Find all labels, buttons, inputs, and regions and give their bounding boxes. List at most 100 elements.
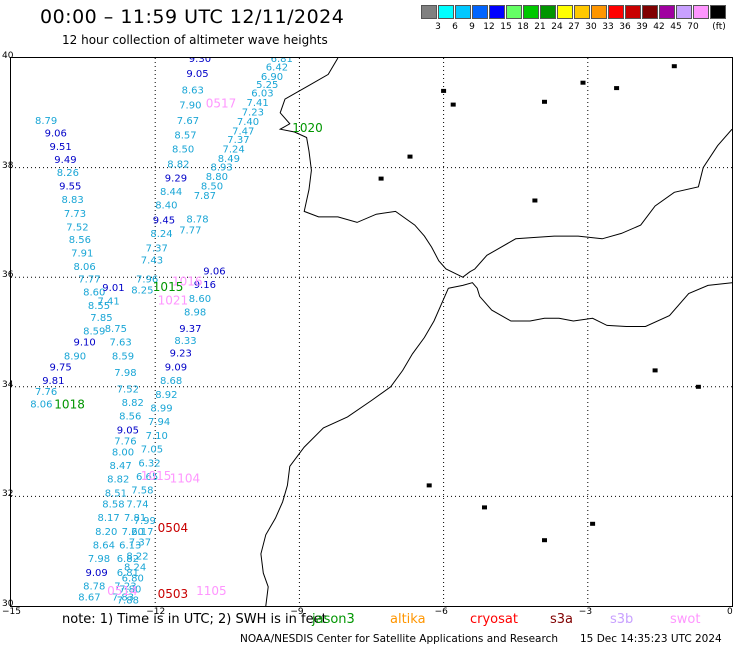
wave-height-reading: 7.67 — [177, 116, 199, 127]
wave-height-reading: 7.88 — [117, 595, 139, 606]
latitude-tick-label: 36 — [2, 270, 14, 281]
graticule — [11, 58, 732, 606]
wave-height-reading: 7.73 — [64, 209, 86, 220]
colorbar-cell — [540, 5, 556, 19]
colorbar-cell — [693, 5, 709, 19]
inland-water-feature — [407, 154, 413, 159]
pass-time-label: 0517 — [206, 96, 237, 110]
inland-water-feature — [542, 99, 547, 104]
wave-height-reading: 6.17 — [131, 527, 153, 538]
pass-time-label: 1104 — [170, 472, 201, 486]
longitude-tick-label: −15 — [2, 607, 21, 617]
colorbar-cell — [574, 5, 590, 19]
wave-height-reading: 7.83 — [112, 593, 134, 604]
wave-height-reading: 9.75 — [50, 362, 72, 373]
wave-height-reading: 8.22 — [126, 551, 148, 562]
generation-timestamp: 15 Dec 14:35:23 UTC 2024 — [580, 633, 722, 645]
wave-height-reading: 8.47 — [110, 461, 132, 472]
colorbar-cell — [523, 5, 539, 19]
wave-height-reading: 7.80 — [119, 584, 141, 595]
wave-height-reading: 8.06 — [74, 262, 96, 273]
wave-height-reading: 7.74 — [126, 499, 148, 510]
wave-height-reading: 9.10 — [74, 338, 96, 349]
map-frame: 6.81 6.42 6.90 5.25 6.03 7.41 7.23 7.40 7.47 7.37… — [10, 57, 733, 607]
map-canvas: 6.816.426.905.256.037.417.237.407.477.37… — [11, 58, 732, 606]
wave-height-reading: 8.51 — [105, 488, 127, 499]
colorbar-tick-label: 30 — [585, 22, 597, 32]
wave-height-reading: 8.44 — [160, 187, 182, 198]
wave-height-reading: 8.26 — [57, 168, 79, 179]
wave-height-reading: 9.16 — [194, 280, 216, 291]
wave-height-reading: 6.32 — [138, 458, 160, 469]
wave-height-reading: 8.80 — [206, 172, 228, 183]
wave-height-reading: 7.52 — [66, 223, 88, 234]
latitude-tick-label: 30 — [2, 599, 14, 609]
wave-height-reading: 7.43 — [141, 256, 163, 267]
coast-segment — [448, 282, 732, 327]
wave-height-reading: 9.06 — [203, 267, 225, 278]
wave-height-reading: 7.77 — [78, 275, 100, 286]
wave-height-reading: 5.25 — [256, 80, 278, 91]
wave-height-reading: 9.05 — [186, 69, 208, 80]
wave-height-reading: 8.49 — [218, 154, 240, 165]
inland-water-feature — [695, 384, 701, 389]
wave-height-reading: 6.80 — [122, 573, 144, 584]
wave-height-reading: 7.52 — [117, 384, 139, 395]
wave-height-reading: 8.33 — [174, 336, 196, 347]
colorbar-cell — [489, 5, 505, 19]
wave-height-reading: 8.50 — [172, 144, 194, 155]
wave-height-reading: 8.82 — [167, 160, 189, 171]
wave-height-reading: 6.81 — [117, 568, 139, 579]
wave-height-reading: 7.20 — [122, 527, 144, 538]
wave-height-reading: 8.56 — [69, 235, 91, 246]
colorbar-unit: (ft) — [712, 22, 726, 32]
inland-water-feature — [590, 521, 596, 526]
inland-water-feature — [450, 102, 456, 107]
map-title: 00:00 – 11:59 UTC 12/11/2024 — [40, 6, 345, 28]
colorbar-tick-label: 45 — [670, 22, 682, 32]
inland-water-feature — [580, 80, 586, 85]
colorbar-cell — [472, 5, 488, 19]
wave-height-reading: 8.24 — [124, 562, 146, 573]
wave-height-reading: 7.24 — [223, 144, 245, 155]
wave-height-reading: 9.45 — [153, 216, 175, 227]
latitude-tick-label: 38 — [2, 160, 14, 171]
wave-height-reading: 9.01 — [102, 283, 124, 294]
wave-height-reading: 8.20 — [95, 527, 117, 538]
colorbar-cell — [438, 5, 454, 19]
satellite-legend-s3a: s3a — [550, 612, 574, 627]
latitude-tick-label: 34 — [2, 379, 14, 390]
wave-height-reading: 7.77 — [179, 225, 201, 236]
wave-height-reading: 7.87 — [194, 191, 216, 202]
pass-time-label: 0504 — [158, 521, 189, 535]
wave-height-reading: 8.17 — [98, 513, 120, 524]
wave-height-reading: 7.90 — [179, 100, 201, 111]
pass-time-label: 1018 — [54, 398, 85, 412]
colorbar-tick-label: 24 — [551, 22, 563, 32]
wave-height-reading: 8.63 — [182, 86, 204, 97]
wave-height-reading: 7.37 — [129, 538, 151, 549]
wave-height-reading: 8.00 — [112, 447, 134, 458]
wave-height-reading: 8.56 — [119, 412, 141, 423]
inland-water-feature — [441, 88, 447, 93]
wave-height-reading: 8.78 — [186, 214, 208, 225]
pass-time-label: 1015 — [153, 280, 184, 294]
wave-height-reading: 7.98 — [88, 554, 110, 565]
wave-height-reading: 8.92 — [155, 390, 177, 401]
inland-water-feature — [532, 198, 538, 203]
wave-height-reading: 9.30 — [189, 58, 211, 65]
colorbar-tick-label: 3 — [435, 22, 441, 32]
colorbar-cell — [608, 5, 624, 19]
colorbar-tick-label: 12 — [483, 22, 495, 32]
colorbar-tick-label: 21 — [534, 22, 546, 32]
colorbar-tick-label: 15 — [500, 22, 512, 32]
coast-segment — [260, 287, 449, 606]
wave-height-reading: 8.50 — [201, 182, 223, 193]
longitude-tick-label: −3 — [578, 607, 593, 617]
wave-height-reading: 9.81 — [42, 376, 64, 387]
wave-height-reading: 7.81 — [124, 513, 146, 524]
map-subtitle: 12 hour collection of altimeter wave hei… — [62, 33, 328, 47]
wave-height-reading: 8.55 — [88, 301, 110, 312]
pass-time-label: 1015 — [141, 469, 172, 483]
wave-height-reading: 6.42 — [266, 63, 288, 74]
